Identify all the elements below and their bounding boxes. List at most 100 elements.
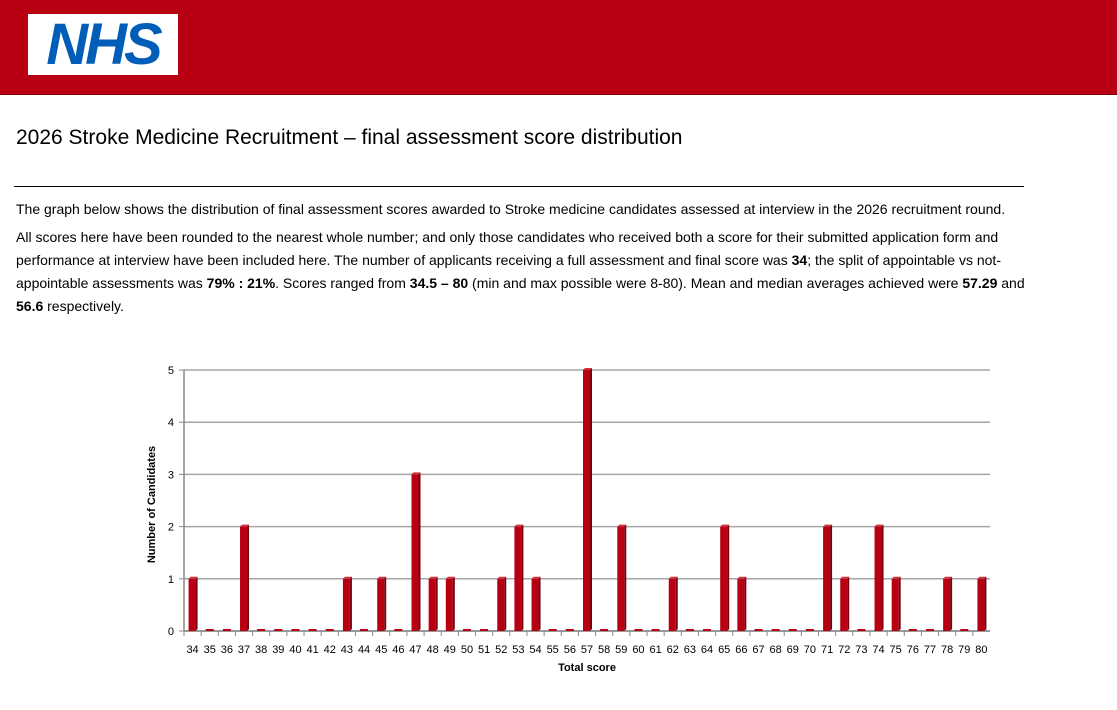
y-tick-label: 0: [168, 626, 174, 638]
bar-side: [504, 576, 507, 631]
bar-zero: [360, 629, 369, 631]
y-axis-title: Number of Candidates: [146, 446, 158, 563]
bar-side: [984, 576, 987, 631]
bar-zero: [703, 629, 712, 631]
bar-zero: [548, 629, 557, 631]
bar-side: [898, 576, 901, 631]
x-tick-label: 36: [221, 644, 233, 656]
x-tick-label: 66: [735, 644, 747, 656]
median-score: 56.6: [16, 298, 44, 314]
bar-top: [891, 576, 901, 579]
x-tick-label: 56: [564, 644, 576, 656]
x-tick-label: 45: [375, 644, 387, 656]
x-tick-label: 35: [204, 644, 216, 656]
x-tick-label: 71: [821, 644, 833, 656]
summary-part: respectively.: [43, 298, 124, 314]
bar-top: [240, 524, 250, 527]
bar: [720, 526, 728, 631]
x-axis-title: Total score: [558, 662, 616, 674]
bar-zero: [394, 629, 403, 631]
x-tick-label: 44: [358, 644, 370, 656]
bar-side: [538, 576, 541, 631]
x-tick-label: 58: [598, 644, 610, 656]
bar: [240, 526, 248, 631]
bar: [737, 578, 745, 631]
bar: [497, 578, 505, 631]
bar: [840, 578, 848, 631]
x-tick-label: 68: [770, 644, 782, 656]
bar-top: [445, 576, 455, 579]
x-tick-label: 43: [341, 644, 353, 656]
x-tick-label: 52: [495, 644, 507, 656]
bar-top: [428, 576, 438, 579]
x-tick-label: 37: [238, 644, 250, 656]
x-tick-label: 80: [975, 644, 987, 656]
x-tick-label: 40: [289, 644, 301, 656]
bar-top: [977, 576, 987, 579]
bar-zero: [651, 629, 660, 631]
bar: [823, 526, 831, 631]
bar-zero: [325, 629, 334, 631]
bar-side: [830, 524, 833, 631]
bar-zero: [925, 629, 934, 631]
x-tick-label: 79: [958, 644, 970, 656]
bar: [188, 578, 196, 631]
bar-zero: [960, 629, 969, 631]
bar-side: [349, 576, 352, 631]
bar-side: [624, 524, 627, 631]
bar-side: [727, 524, 730, 631]
header-bar: NHS: [0, 0, 1117, 95]
bar: [617, 526, 625, 631]
bar: [668, 578, 676, 631]
y-tick-label: 5: [168, 365, 174, 377]
x-tick-label: 70: [804, 644, 816, 656]
x-tick-label: 67: [752, 644, 764, 656]
bar: [531, 578, 539, 631]
bar-top: [840, 576, 850, 579]
bar-top: [943, 576, 953, 579]
bar-side: [195, 576, 198, 631]
bar-zero: [685, 629, 694, 631]
bar-top: [411, 472, 421, 475]
x-tick-label: 55: [547, 644, 559, 656]
bar-top: [531, 576, 541, 579]
bar-zero: [788, 629, 797, 631]
x-tick-label: 34: [186, 644, 198, 656]
bar-zero: [771, 629, 780, 631]
bar-zero: [634, 629, 643, 631]
bar-top: [720, 524, 730, 527]
bar-zero: [257, 629, 266, 631]
bar-side: [950, 576, 953, 631]
y-tick-label: 2: [168, 522, 174, 534]
applicant-count: 34: [791, 252, 808, 268]
bar-zero: [222, 629, 231, 631]
bar-top: [823, 524, 833, 527]
bar-side: [418, 472, 421, 631]
bar-side: [847, 576, 850, 631]
bar-top: [188, 576, 198, 579]
score-range: 34.5 – 80: [409, 275, 469, 291]
x-tick-label: 65: [718, 644, 730, 656]
divider: [14, 186, 1024, 187]
bar: [377, 578, 385, 631]
bar-top: [342, 576, 352, 579]
bar-zero: [565, 629, 574, 631]
x-tick-label: 54: [529, 644, 541, 656]
bar-top: [617, 524, 627, 527]
x-tick-label: 46: [392, 644, 404, 656]
x-tick-label: 60: [632, 644, 644, 656]
mean-score: 57.29: [962, 275, 998, 291]
nhs-logo[interactable]: NHS: [28, 14, 178, 75]
bar-side: [521, 524, 524, 631]
bar-zero: [600, 629, 609, 631]
x-tick-label: 78: [941, 644, 953, 656]
bar-zero: [857, 629, 866, 631]
x-tick-label: 73: [855, 644, 867, 656]
bar-zero: [291, 629, 300, 631]
bar-top: [583, 368, 592, 370]
summary-part: (min and max possible were 8-80). Mean a…: [468, 275, 963, 291]
summary-part: All scores here have been rounded to the…: [16, 229, 999, 268]
bar-zero: [480, 629, 489, 631]
x-tick-label: 69: [787, 644, 799, 656]
